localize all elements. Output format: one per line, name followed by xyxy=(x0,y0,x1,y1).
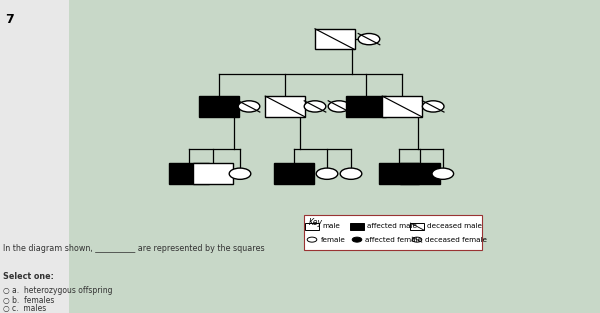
Bar xyxy=(350,223,364,230)
Text: ○ b.  females: ○ b. females xyxy=(3,296,55,305)
Text: affected male: affected male xyxy=(367,223,417,229)
Circle shape xyxy=(307,237,317,242)
Text: deceased female: deceased female xyxy=(425,237,487,243)
Circle shape xyxy=(340,168,362,179)
Circle shape xyxy=(304,101,326,112)
Text: female: female xyxy=(320,237,345,243)
Bar xyxy=(379,163,419,184)
Text: In the diagram shown, __________ are represented by the squares: In the diagram shown, __________ are rep… xyxy=(3,244,265,253)
Bar xyxy=(410,223,424,230)
Circle shape xyxy=(328,101,350,112)
Bar xyxy=(400,163,440,184)
Text: Key: Key xyxy=(309,218,323,227)
Bar xyxy=(315,29,355,49)
Bar xyxy=(346,96,386,117)
Text: ○ a.  heterozygous offspring: ○ a. heterozygous offspring xyxy=(3,286,113,295)
Circle shape xyxy=(229,168,251,179)
Circle shape xyxy=(422,101,444,112)
Circle shape xyxy=(316,168,338,179)
Circle shape xyxy=(358,33,380,45)
Circle shape xyxy=(432,168,454,179)
Text: Select one:: Select one: xyxy=(3,272,54,281)
Bar xyxy=(382,96,422,117)
Bar xyxy=(199,96,239,117)
Text: deceased male: deceased male xyxy=(427,223,482,229)
Bar xyxy=(0,0,69,313)
Bar xyxy=(305,223,319,230)
Bar xyxy=(274,163,314,184)
Text: ○ c.  males: ○ c. males xyxy=(3,304,46,313)
FancyBboxPatch shape xyxy=(304,215,482,250)
Bar xyxy=(265,96,305,117)
Text: affected female: affected female xyxy=(365,237,422,243)
Text: male: male xyxy=(322,223,340,229)
Text: 7: 7 xyxy=(5,13,14,26)
Circle shape xyxy=(352,237,362,242)
Bar xyxy=(169,163,209,184)
Circle shape xyxy=(412,237,422,242)
Bar xyxy=(193,163,233,184)
Circle shape xyxy=(238,101,260,112)
